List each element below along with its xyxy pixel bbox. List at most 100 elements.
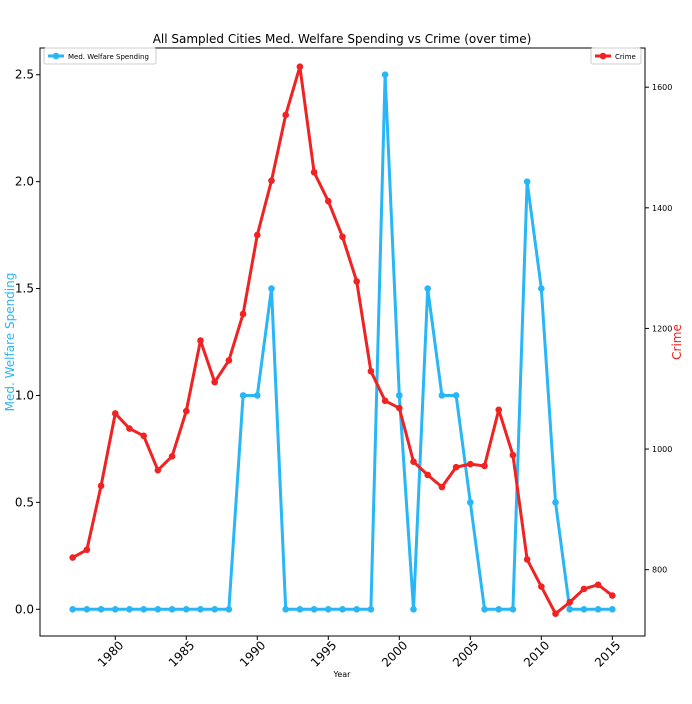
x-tick-label: 2015 <box>592 638 623 669</box>
left-y-tick-label: 2.5 <box>15 68 34 82</box>
data-point-crime <box>182 407 190 415</box>
data-point-crime <box>410 458 417 466</box>
data-point-welfare <box>523 178 531 185</box>
data-point-crime <box>197 337 204 344</box>
data-point-welfare <box>197 605 204 613</box>
axes-layer: 1980 1985 1990 1995 2000 2005 2010 2015 0.0 0.5 1.… <box>15 47 672 670</box>
data-point-crime <box>268 177 275 184</box>
data-point-welfare <box>424 285 432 292</box>
x-tick-label: 2010 <box>521 638 552 669</box>
data-point-welfare <box>339 605 346 613</box>
data-point-welfare <box>282 605 289 613</box>
right-y-tick-label: 1000 <box>652 445 672 454</box>
chart-title: All Sampled Cities Med. Welfare Spending… <box>153 32 532 46</box>
legend-marker-welfare <box>52 52 60 60</box>
data-point-welfare <box>396 392 403 399</box>
left-y-tick-label: 2.0 <box>15 175 34 189</box>
plot-frame <box>39 47 646 637</box>
left-y-axis-label: Med. Welfare Spending <box>3 273 17 412</box>
data-point-welfare <box>509 605 517 613</box>
data-point-welfare <box>310 605 318 613</box>
legend-label-welfare: Med. Welfare Spending <box>68 53 149 61</box>
x-tick-label: 1995 <box>308 638 339 669</box>
data-point-welfare <box>83 605 91 613</box>
data-point-crime <box>168 452 176 460</box>
data-point-crime <box>339 233 346 241</box>
data-point-welfare <box>126 605 133 613</box>
data-point-crime <box>126 425 133 432</box>
data-point-welfare <box>225 605 233 613</box>
data-point-crime <box>552 610 559 617</box>
left-y-tick-label: 0.0 <box>15 602 34 616</box>
right-y-axis-label: Crime <box>670 324 684 360</box>
data-point-welfare <box>140 605 147 613</box>
data-point-crime <box>69 554 76 561</box>
data-point-welfare <box>438 392 446 399</box>
data-point-crime <box>467 460 474 468</box>
data-point-welfare <box>609 605 616 613</box>
x-tick-label: 1990 <box>237 638 268 669</box>
x-tick-label: 2005 <box>450 638 481 669</box>
data-point-welfare <box>353 605 361 613</box>
series-layer <box>69 63 616 617</box>
data-point-welfare <box>495 605 503 613</box>
left-y-tick-label: 1.5 <box>15 282 34 296</box>
data-point-welfare <box>239 392 247 399</box>
data-point-crime <box>396 404 403 412</box>
legend-box-left <box>43 47 157 65</box>
x-tick-label: 2000 <box>379 638 410 669</box>
data-point-welfare <box>538 285 545 292</box>
data-point-welfare <box>481 605 488 613</box>
data-point-crime <box>452 463 460 471</box>
data-point-crime <box>580 585 588 593</box>
data-point-crime <box>140 432 147 440</box>
data-point-crime <box>154 466 162 474</box>
data-point-welfare <box>182 605 190 613</box>
data-point-crime <box>523 556 531 563</box>
data-point-crime <box>509 451 517 459</box>
right-y-tick-label: 800 <box>652 566 667 575</box>
data-point-welfare <box>452 392 460 399</box>
legend-label-crime: Crime <box>615 53 636 61</box>
data-point-welfare <box>97 605 105 613</box>
data-point-crime <box>282 111 289 119</box>
data-point-welfare <box>69 605 76 613</box>
data-point-welfare <box>381 71 389 79</box>
data-point-crime <box>481 462 488 470</box>
data-point-crime <box>353 278 361 285</box>
data-point-crime <box>438 483 446 491</box>
x-tick-label: 1980 <box>95 638 126 669</box>
data-point-welfare <box>566 605 574 613</box>
data-point-welfare <box>324 605 332 613</box>
left-y-tick-label: 1.0 <box>15 388 34 402</box>
data-point-crime <box>111 410 119 417</box>
data-point-crime <box>609 592 616 599</box>
data-point-crime <box>211 378 218 386</box>
data-point-crime <box>225 357 233 364</box>
data-point-welfare <box>580 605 588 613</box>
data-point-crime <box>253 231 261 239</box>
data-point-crime <box>594 581 602 589</box>
data-point-welfare <box>168 605 176 613</box>
data-point-crime <box>97 482 105 490</box>
x-tick-label: 1985 <box>166 638 197 669</box>
data-point-welfare <box>154 605 162 613</box>
right-y-tick-label: 1200 <box>652 324 672 333</box>
data-point-welfare <box>467 499 474 506</box>
data-point-crime <box>566 598 574 606</box>
data-point-welfare <box>367 605 375 613</box>
data-point-crime <box>239 310 247 318</box>
data-point-crime <box>538 583 545 590</box>
legend-marker-crime <box>599 52 607 60</box>
data-point-welfare <box>268 285 275 292</box>
data-point-crime <box>310 168 318 176</box>
data-point-welfare <box>296 605 304 613</box>
data-point-crime <box>83 546 91 554</box>
data-point-welfare <box>111 605 119 613</box>
data-point-crime <box>296 63 304 70</box>
left-y-tick-label: 0.5 <box>15 495 34 509</box>
data-point-crime <box>495 406 503 414</box>
series-line-welfare <box>71 73 614 611</box>
data-point-crime <box>367 367 375 375</box>
